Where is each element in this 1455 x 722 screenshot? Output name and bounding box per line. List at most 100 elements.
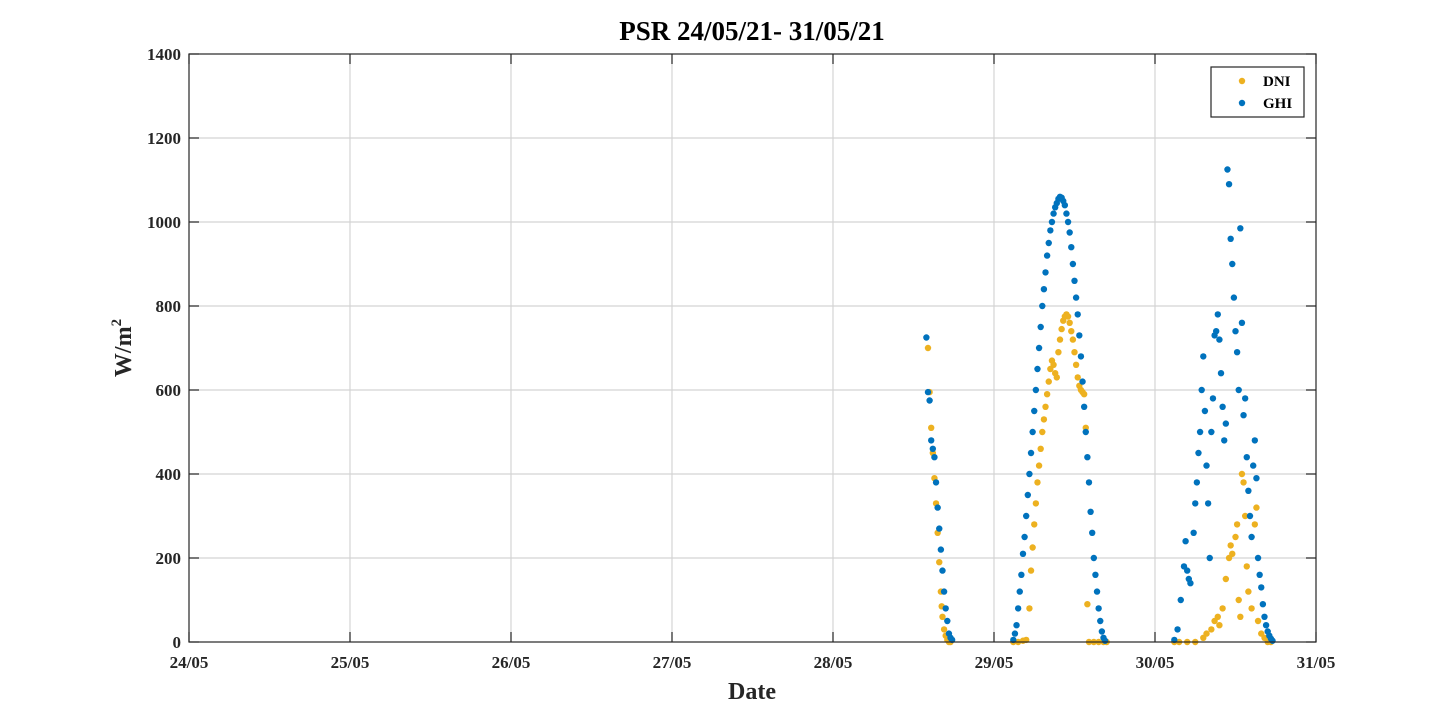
- x-tick-label: 26/05: [492, 653, 531, 672]
- data-point-ghi: [931, 454, 938, 461]
- x-tick-label: 31/05: [1297, 653, 1336, 672]
- data-point-ghi: [1221, 437, 1228, 444]
- data-point-ghi: [1208, 428, 1215, 436]
- data-point-dni: [1071, 349, 1078, 356]
- data-point-ghi: [1037, 323, 1044, 331]
- data-point-dni: [1243, 563, 1250, 570]
- data-point-dni: [1203, 630, 1210, 637]
- data-point-ghi: [1064, 218, 1072, 226]
- data-point-dni: [1026, 605, 1033, 612]
- data-point-ghi: [1043, 252, 1051, 259]
- data-point-dni: [939, 613, 946, 620]
- data-point-dni: [1254, 617, 1262, 625]
- data-point-ghi: [939, 567, 946, 574]
- data-point-ghi: [1061, 202, 1069, 209]
- data-point-ghi: [1080, 403, 1088, 410]
- data-point-dni: [1238, 470, 1246, 478]
- data-point-ghi: [1026, 470, 1033, 478]
- data-point-ghi: [1069, 260, 1077, 268]
- y-tick-label: 800: [156, 297, 182, 316]
- data-point-ghi: [1027, 449, 1035, 457]
- data-point-dni: [1251, 521, 1259, 528]
- y-tick-label: 0: [173, 633, 182, 652]
- data-point-ghi: [1032, 386, 1040, 394]
- data-points: [923, 166, 1276, 646]
- data-point-ghi: [1259, 601, 1267, 608]
- data-point-ghi: [1092, 571, 1099, 578]
- data-point-dni: [1080, 391, 1088, 398]
- data-point-ghi: [924, 388, 932, 396]
- data-point-ghi: [1072, 294, 1080, 301]
- y-tick-label: 400: [156, 465, 182, 484]
- data-point-ghi: [1216, 336, 1223, 343]
- x-tick-label: 28/05: [814, 653, 853, 672]
- data-point-dni: [1235, 596, 1242, 604]
- y-tick-label: 1400: [147, 45, 181, 64]
- x-axis-label: Date: [728, 679, 776, 705]
- data-point-ghi: [1229, 260, 1236, 268]
- data-point-dni: [1222, 575, 1230, 583]
- legend-marker-ghi: [1238, 99, 1246, 107]
- x-tick-label: 30/05: [1136, 653, 1175, 672]
- data-point-ghi: [1093, 588, 1101, 595]
- data-point-dni: [1072, 361, 1080, 368]
- data-point-ghi: [1042, 269, 1049, 276]
- legend-label-dni: DNI: [1263, 74, 1291, 90]
- data-point-ghi: [1016, 588, 1023, 595]
- data-point-ghi: [1045, 239, 1052, 247]
- data-point-dni: [1031, 521, 1038, 528]
- data-point-ghi: [1241, 395, 1249, 402]
- data-point-ghi: [1174, 626, 1181, 633]
- data-point-dni: [1058, 325, 1065, 333]
- data-point-ghi: [1101, 637, 1109, 644]
- data-point-ghi: [1079, 378, 1086, 385]
- data-point-dni: [1034, 479, 1041, 486]
- data-point-ghi: [1039, 302, 1046, 310]
- legend: DNI GHI: [1210, 66, 1305, 118]
- data-point-ghi: [1022, 512, 1030, 520]
- data-point-ghi: [1201, 407, 1209, 415]
- data-point-ghi: [1097, 617, 1104, 625]
- data-point-ghi: [944, 617, 951, 625]
- data-point-dni: [1040, 416, 1048, 423]
- y-tick-label: 1000: [147, 213, 181, 232]
- data-point-ghi: [1071, 277, 1078, 284]
- data-point-ghi: [1225, 181, 1233, 188]
- series-dni: [924, 311, 1275, 646]
- data-point-ghi: [1212, 328, 1220, 335]
- data-point-dni: [1237, 613, 1244, 620]
- data-point-ghi: [1256, 571, 1263, 578]
- data-point-ghi: [1013, 622, 1020, 629]
- y-tick-label: 1200: [147, 129, 181, 148]
- data-point-ghi: [1029, 428, 1036, 436]
- data-point-ghi: [1074, 311, 1081, 318]
- data-point-dni: [1050, 361, 1057, 368]
- data-point-dni: [1248, 605, 1255, 612]
- data-point-ghi: [1177, 596, 1184, 604]
- data-point-ghi: [1245, 487, 1252, 494]
- data-point-ghi: [936, 525, 943, 532]
- data-point-ghi: [1068, 244, 1075, 251]
- data-point-dni: [1214, 613, 1221, 620]
- data-point-ghi: [1237, 225, 1244, 232]
- data-point-ghi: [1227, 235, 1234, 242]
- data-point-dni: [1032, 500, 1040, 507]
- y-tick-labels: 0 200 400 600 800 1000 1200 1400: [147, 45, 181, 652]
- data-point-ghi: [1219, 403, 1226, 410]
- data-point-ghi: [1095, 605, 1102, 612]
- data-point-ghi: [1253, 475, 1260, 482]
- data-point-ghi: [1066, 229, 1073, 236]
- data-point-dni: [1053, 374, 1060, 381]
- data-point-ghi: [940, 588, 948, 595]
- data-point-ghi: [1184, 567, 1191, 574]
- data-point-dni: [1253, 504, 1260, 511]
- series-ghi: [923, 166, 1276, 644]
- data-point-ghi: [1187, 580, 1194, 587]
- data-point-ghi: [1192, 500, 1199, 507]
- data-point-ghi: [1262, 622, 1270, 629]
- x-tick-label: 24/05: [170, 653, 209, 672]
- axis-ticks: [188, 53, 1317, 643]
- data-point-ghi: [932, 479, 940, 486]
- data-point-ghi: [923, 334, 930, 341]
- data-point-ghi: [1082, 428, 1089, 436]
